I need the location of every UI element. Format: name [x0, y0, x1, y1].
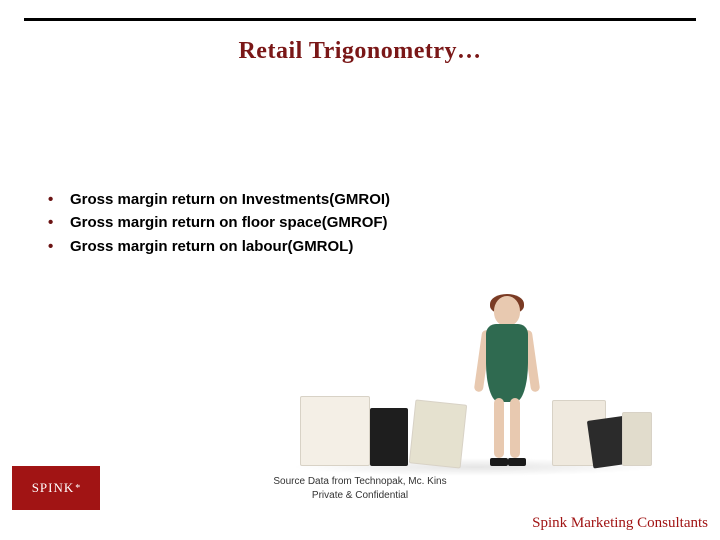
shopping-bag-icon	[409, 399, 467, 468]
bullet-item: Gross margin return on Investments(GMROI…	[44, 188, 390, 211]
source-attribution: Source Data from Technopak, Mc. Kins Pri…	[0, 475, 720, 502]
slide-title: Retail Trigonometry…	[0, 38, 720, 65]
bullet-item: Gross margin return on labour(GMROL)	[44, 235, 390, 258]
shopping-bag-icon	[622, 412, 652, 466]
top-divider	[24, 18, 696, 21]
footer-brand: Spink Marketing Consultants	[532, 515, 708, 532]
source-line: Source Data from Technopak, Mc. Kins	[0, 475, 720, 489]
source-line: Private & Confidential	[0, 489, 720, 503]
shopper-figure-icon	[472, 296, 542, 466]
shopping-bag-icon	[300, 396, 370, 466]
bullet-item: Gross margin return on floor space(GMROF…	[44, 211, 390, 234]
shopper-illustration	[290, 300, 660, 490]
bullet-list: Gross margin return on Investments(GMROI…	[44, 188, 390, 258]
shopping-bag-icon	[370, 408, 408, 466]
